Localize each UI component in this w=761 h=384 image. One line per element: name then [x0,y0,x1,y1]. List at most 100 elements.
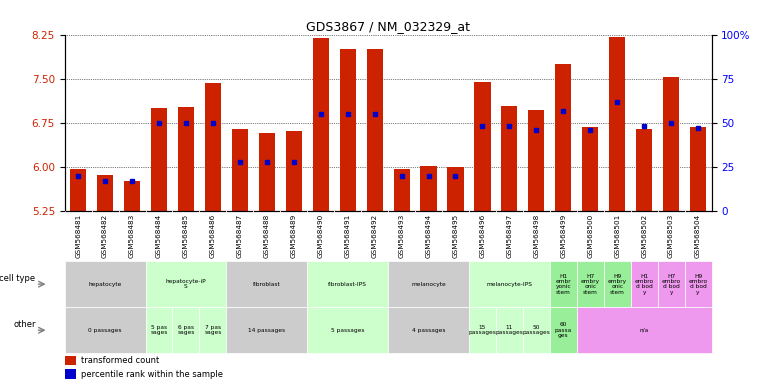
Text: H9
embro
d bod
y: H9 embro d bod y [689,273,708,295]
Bar [145,307,173,353]
Text: melanocyte-IPS: melanocyte-IPS [486,281,533,287]
Bar [523,307,550,353]
Bar [145,261,227,307]
Bar [205,83,221,211]
Bar [393,169,409,211]
Text: 5 pas
sages: 5 pas sages [151,325,167,336]
Text: GSM568487: GSM568487 [237,214,243,258]
Text: 4 passages: 4 passages [412,328,445,333]
Bar [474,82,491,211]
Bar [339,49,356,211]
Bar [178,107,194,211]
Text: 7 pas
sages: 7 pas sages [204,325,221,336]
Bar [658,261,685,307]
Bar [577,307,712,353]
Bar [65,356,76,366]
Bar [496,307,523,353]
Text: GSM568504: GSM568504 [695,214,701,258]
Bar [528,110,544,211]
Bar [556,64,572,211]
Bar [469,261,550,307]
Bar [469,307,496,353]
Bar [367,49,383,211]
Bar [97,175,113,211]
Text: fibroblast-IPS: fibroblast-IPS [328,281,367,287]
Text: H1
embr
yonic
stem: H1 embr yonic stem [556,273,571,295]
Text: hepatocyte-iP
S: hepatocyte-iP S [166,279,206,290]
Bar [70,169,86,211]
Text: hepatocyte: hepatocyte [88,281,122,287]
Text: n/a: n/a [639,328,649,333]
Text: GSM568485: GSM568485 [183,214,189,258]
Text: H1
embro
d bod
y: H1 embro d bod y [635,273,654,295]
Bar [199,307,227,353]
Text: GSM568483: GSM568483 [129,214,135,258]
Bar [447,167,463,211]
Bar [285,131,302,211]
Text: GSM568489: GSM568489 [291,214,297,258]
Text: H7
embry
onic
stem: H7 embry onic stem [581,273,600,295]
Bar [232,129,248,211]
Text: GSM568491: GSM568491 [345,214,351,258]
Bar [577,261,603,307]
Text: GSM568492: GSM568492 [371,214,377,258]
Text: 14 passages: 14 passages [248,328,285,333]
Bar [65,307,145,353]
Bar [65,369,76,379]
Text: 6 pas
sages: 6 pas sages [177,325,195,336]
Bar [636,129,652,211]
Bar [550,261,577,307]
Text: melanocyte: melanocyte [411,281,446,287]
Text: GSM568495: GSM568495 [453,214,458,258]
Text: H7
embro
d bod
y: H7 embro d bod y [661,273,680,295]
Text: GSM568501: GSM568501 [614,214,620,258]
Text: GSM568481: GSM568481 [75,214,81,258]
Text: H9
embry
onic
stem: H9 embry onic stem [607,273,627,295]
Text: GSM568482: GSM568482 [102,214,108,258]
Bar [227,261,307,307]
Bar [307,307,388,353]
Bar [631,261,658,307]
Bar [307,261,388,307]
Text: GSM568502: GSM568502 [642,214,647,258]
Text: GSM568484: GSM568484 [156,214,162,258]
Text: GSM568494: GSM568494 [425,214,431,258]
Bar [227,307,307,353]
Bar [609,37,626,211]
Bar [550,307,577,353]
Bar [690,127,706,211]
Bar [388,307,469,353]
Text: 60
passa
ges: 60 passa ges [555,322,572,338]
Text: 0 passages: 0 passages [88,328,122,333]
Text: GSM568493: GSM568493 [399,214,405,258]
Bar [388,261,469,307]
Text: 50
passages: 50 passages [522,325,550,336]
Text: percentile rank within the sample: percentile rank within the sample [81,370,223,379]
Bar [124,181,140,211]
Bar [313,38,329,211]
Text: other: other [13,320,36,329]
Text: 5 passages: 5 passages [331,328,365,333]
Text: GSM568496: GSM568496 [479,214,486,258]
Bar [501,106,517,211]
Text: GSM568498: GSM568498 [533,214,540,258]
Text: GSM568499: GSM568499 [560,214,566,258]
Bar [603,261,631,307]
Text: transformed count: transformed count [81,356,159,365]
Text: 11
passages: 11 passages [495,325,524,336]
Text: GSM568488: GSM568488 [264,214,270,258]
Text: fibroblast: fibroblast [253,281,281,287]
Bar [173,307,199,353]
Bar [663,77,679,211]
Text: 15
passages: 15 passages [469,325,496,336]
Text: GSM568490: GSM568490 [318,214,323,258]
Title: GDS3867 / NM_032329_at: GDS3867 / NM_032329_at [306,20,470,33]
Bar [582,127,598,211]
Bar [259,133,275,211]
Bar [421,166,437,211]
Bar [685,261,712,307]
Text: GSM568486: GSM568486 [210,214,216,258]
Bar [151,108,167,211]
Text: cell type: cell type [0,274,36,283]
Text: GSM568503: GSM568503 [668,214,674,258]
